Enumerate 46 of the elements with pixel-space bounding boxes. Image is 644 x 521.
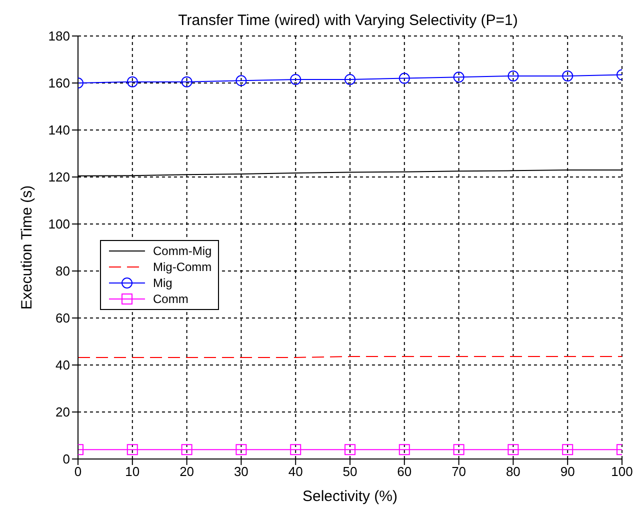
point (453, 444, 464, 456)
point (508, 70, 519, 82)
chart-title: Transfer Time (wired) with Varying Selectivity (P=1) (177, 12, 519, 29)
x-tick-label: 30 (234, 464, 248, 480)
point (453, 72, 464, 83)
x-tick-label: 100 (611, 464, 633, 480)
point (126, 76, 138, 88)
point (508, 444, 519, 456)
point (236, 444, 247, 456)
x-tick-label: 10 (125, 464, 140, 480)
y-tick-label: 80 (56, 264, 70, 279)
y-tick-label: 100 (48, 216, 70, 232)
x-axis-title: Selectivity (%) (302, 488, 398, 505)
point (398, 72, 410, 84)
x-tick-label: 90 (560, 464, 575, 480)
legend-label: Mig (153, 276, 172, 290)
legend-label: Mig-Comm (153, 260, 212, 274)
point (126, 444, 138, 456)
legend-label: Comm-Mig (153, 244, 212, 258)
point (562, 444, 574, 456)
x-tick-label: 80 (506, 464, 520, 480)
point (344, 444, 356, 456)
point (290, 74, 302, 85)
y-tick-label: 120 (48, 170, 70, 185)
y-tick-label: 140 (48, 122, 70, 138)
x-tick-label: 50 (342, 464, 358, 480)
y-tick-label: 180 (48, 28, 70, 44)
point (181, 444, 192, 456)
point (398, 444, 410, 456)
y-tick-label: 20 (56, 404, 70, 420)
point (236, 75, 247, 86)
x-tick-label: 70 (452, 464, 466, 480)
y-tick-label: 0 (62, 452, 70, 467)
x-tick-label: 0 (74, 464, 82, 480)
x-tick-label: 20 (180, 464, 194, 480)
y-tick-label: 60 (56, 310, 70, 326)
x-tick-label: 40 (288, 464, 303, 480)
point (344, 74, 356, 85)
point (290, 444, 302, 456)
point (562, 70, 574, 82)
y-axis-title: Execution Time (s) (18, 185, 36, 310)
legend-label: Comm (153, 292, 188, 306)
x-tick-label: 60 (397, 464, 412, 480)
point (181, 76, 192, 88)
y-tick-label: 40 (56, 358, 70, 373)
y-tick-label: 160 (48, 76, 70, 91)
